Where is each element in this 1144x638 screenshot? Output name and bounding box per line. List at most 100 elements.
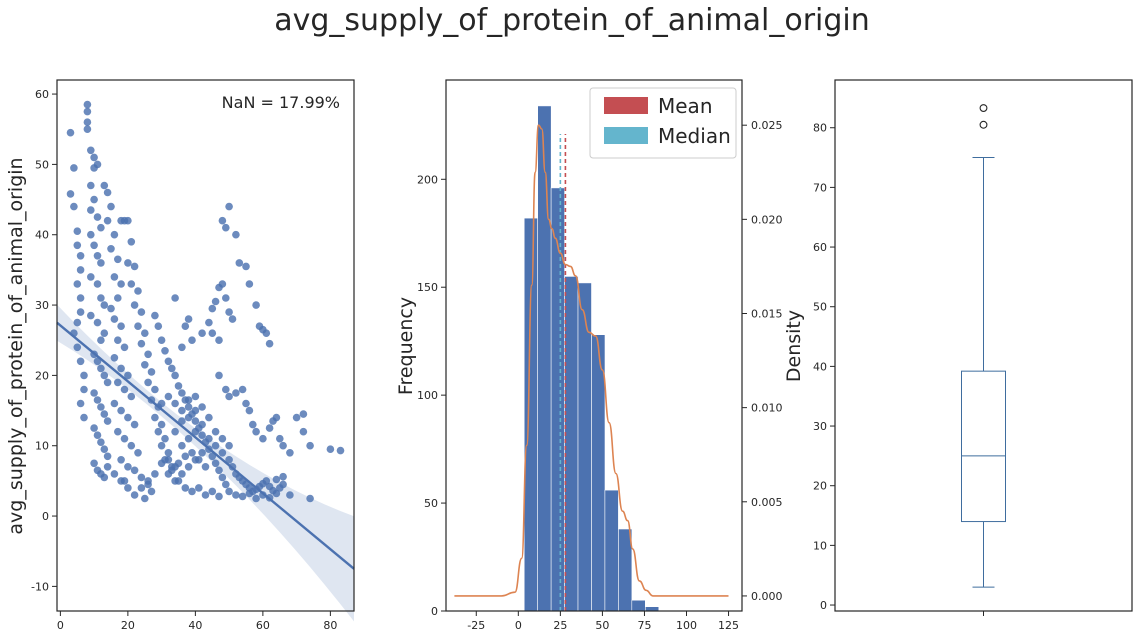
scatter-point [134,449,142,457]
scatter-point [70,164,78,172]
boxplot-y-tick-label: 30 [813,420,827,433]
scatter-point [110,315,119,323]
regression-line [56,321,355,570]
scatter-point [178,406,186,415]
scatter-point [93,213,102,221]
scatter-point [306,494,314,503]
scatter-point [130,301,139,309]
boxplot-y-tick-label: 40 [813,360,827,373]
scatter-point [198,329,206,338]
scatter-point [103,378,112,387]
histogram-x-tick-label: 0 [515,619,522,632]
scatter-point [93,357,102,366]
scatter-point [120,343,129,352]
scatter-point [90,153,98,162]
density-y-tick-label: 0.005 [751,496,783,509]
scatter-point [100,301,109,309]
histogram-bar [564,276,579,612]
scatter-point [137,308,146,316]
scatter-point [205,413,213,422]
scatter-point [279,480,287,489]
scatter-point [100,371,109,380]
scatter-point [120,434,129,443]
scatter-point [73,343,82,352]
scatter-point [198,449,206,457]
scatter-point [127,280,136,288]
scatter-point [66,128,75,137]
scatter-point [205,318,213,327]
scatter-point [80,413,88,422]
legend-mean-swatch [604,97,648,114]
scatter-point [90,241,98,250]
scatter-point [184,315,193,323]
histogram-legend: Mean Median [589,87,737,159]
scatter-point [299,410,308,418]
scatter-point [188,487,196,496]
scatter-point [211,441,220,450]
histogram-bar [591,334,606,612]
scatter-point [306,441,314,450]
scatter-point [299,427,308,436]
histogram-y-label: Frequency [395,297,417,395]
scatter-point [181,484,190,492]
scatter-point [191,392,200,401]
histogram-bar [618,528,633,612]
scatter-y-tick-label: 20 [35,369,49,382]
scatter-x-tick-label: 0 [57,619,64,632]
scatter-point [201,463,210,471]
legend-median-label: Median [658,124,731,148]
scatter-point [222,294,230,302]
scatter-point [134,322,142,331]
scatter-point [262,477,271,485]
scatter-y-label: avg_supply_of_protein_of_animal_origin [5,157,27,534]
scatter-frame [56,79,355,612]
boxplot-y-tick-label: 70 [813,181,827,194]
scatter-point [73,227,82,235]
scatter-point [73,318,82,327]
histogram-bar [604,489,619,612]
scatter-point [93,280,102,288]
scatter-point [225,487,233,496]
histogram-y-tick-label: 0 [431,605,438,618]
scatter-point [154,322,163,331]
scatter-point [90,389,98,397]
scatter-point [218,473,227,482]
scatter-point [87,311,95,320]
boxplot-frame [834,79,1133,612]
scatter-point [279,472,287,481]
scatter-point [130,262,139,271]
box-outlier [979,104,988,112]
scatter-point [114,294,122,302]
scatter-point [252,494,260,503]
scatter-point [198,431,206,440]
scatter-point [93,431,102,440]
histogram-bar [523,217,539,612]
scatter-point [93,252,102,260]
scatter-point [76,308,85,316]
density-y-tick-label: 0.025 [751,119,783,132]
scatter-point [195,484,203,492]
scatter-point [87,230,95,239]
histogram-y-tick-label: 50 [424,497,438,510]
scatter-point [130,420,139,429]
scatter-point [127,238,136,246]
scatter-point [178,417,186,425]
scatter-point [144,350,152,359]
scatter-point [225,392,233,401]
scatter-point [117,280,125,288]
scatter-point [184,463,193,471]
density-y-tick-label: 0.020 [751,213,783,226]
scatter-point [238,385,247,394]
scatter-point [215,492,223,501]
scatter-point [103,417,112,425]
scatter-point [272,475,281,484]
scatter-point [171,294,179,302]
scatter-point [168,364,176,373]
scatter-point [225,202,233,211]
scatter-point [80,385,88,394]
scatter-point [245,280,254,288]
scatter-point [191,406,200,415]
scatter-point [198,403,206,411]
scatter-point [157,441,166,450]
scatter-point [191,417,200,425]
